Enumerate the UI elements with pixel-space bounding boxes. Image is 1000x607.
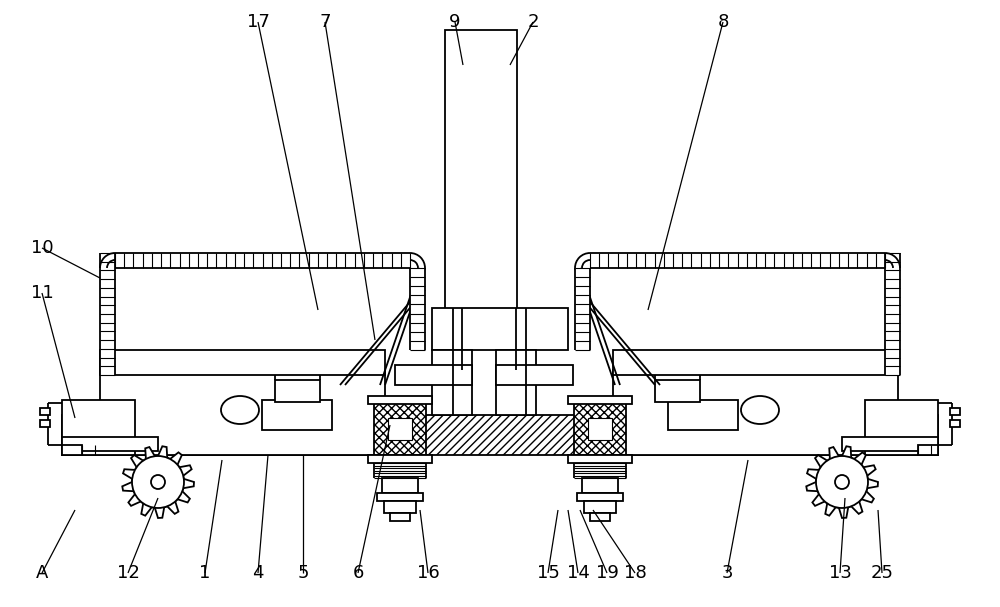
Bar [568,396,632,404]
Text: 15: 15 [537,564,559,582]
Bar [382,478,418,493]
Bar [432,350,472,415]
Bar [384,501,416,513]
Text: 10: 10 [31,239,53,257]
Bar [574,400,626,455]
Text: 6: 6 [352,564,364,582]
Bar [885,253,900,375]
Bar [388,418,412,440]
Bar [842,437,938,451]
Bar [582,478,618,493]
Bar [374,400,426,455]
Bar [262,400,332,430]
Bar [368,396,432,404]
Polygon shape [806,446,878,518]
Bar [575,268,590,350]
Text: 7: 7 [319,13,331,31]
Bar [377,493,423,501]
Text: 14: 14 [567,564,589,582]
Text: 3: 3 [721,564,733,582]
Text: 1: 1 [199,564,211,582]
Bar [950,408,960,415]
Bar [445,30,517,310]
Bar [496,365,573,385]
Bar [568,455,632,463]
Ellipse shape [741,396,779,424]
Bar [115,253,410,268]
Text: A: A [36,564,48,582]
Bar [590,513,610,521]
Bar [62,400,135,455]
Text: 2: 2 [527,13,539,31]
Text: 12: 12 [117,564,139,582]
Bar [668,400,738,430]
Bar [368,455,432,463]
Bar [590,253,885,268]
Bar [613,350,898,375]
Text: 16: 16 [417,564,439,582]
Text: 8: 8 [717,13,729,31]
Bar [655,380,700,402]
Bar [950,420,960,427]
Bar [432,308,568,350]
Text: 13: 13 [829,564,851,582]
Bar [100,350,385,375]
Bar [395,365,472,385]
Bar [62,415,938,455]
Bar [40,420,50,427]
Text: 4: 4 [252,564,264,582]
Bar [496,350,536,415]
Bar [865,400,938,455]
Bar [613,370,898,455]
Text: 25: 25 [870,564,894,582]
Text: 17: 17 [247,13,269,31]
Bar [410,268,425,350]
Bar [588,418,612,440]
Bar [275,380,320,402]
Circle shape [132,456,184,508]
Circle shape [835,475,849,489]
Bar [577,493,623,501]
Bar [100,370,385,455]
Bar [918,445,938,455]
Text: 19: 19 [596,564,618,582]
Text: 5: 5 [297,564,309,582]
Text: 18: 18 [624,564,646,582]
Circle shape [151,475,165,489]
Bar [100,253,115,375]
Bar [574,463,626,478]
Ellipse shape [221,396,259,424]
Circle shape [816,456,868,508]
Polygon shape [122,446,194,518]
Bar [40,408,50,415]
Bar [374,463,426,478]
Bar [390,513,410,521]
Text: 11: 11 [31,284,53,302]
Bar [584,501,616,513]
Bar [62,437,158,451]
Text: 9: 9 [449,13,461,31]
Bar [62,445,82,455]
